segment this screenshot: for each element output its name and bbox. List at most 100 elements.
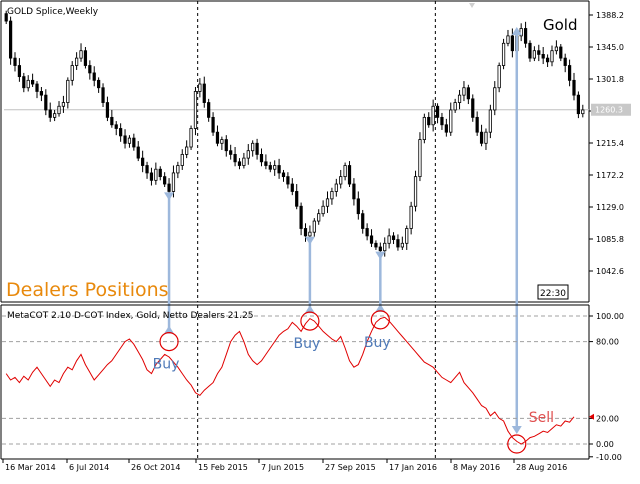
- candle: [387, 228, 391, 249]
- candle-body: [277, 165, 281, 174]
- candle: [286, 172, 290, 189]
- candle-body: [493, 87, 497, 111]
- candle-body: [484, 131, 488, 144]
- candle-body: [290, 183, 294, 192]
- candle: [396, 234, 400, 251]
- candle-body: [97, 79, 101, 89]
- candle-body: [545, 57, 550, 63]
- candle: [545, 54, 550, 67]
- candle-body: [251, 142, 255, 152]
- candle: [405, 225, 409, 250]
- candle-body: [462, 87, 466, 96]
- candle: [290, 178, 294, 196]
- candle: [409, 201, 413, 235]
- candle: [97, 77, 101, 93]
- candle: [299, 202, 303, 236]
- candle: [57, 101, 61, 117]
- candle-body: [13, 57, 17, 66]
- candle-body: [246, 150, 250, 159]
- candle-body: [39, 91, 44, 96]
- candle-body: [501, 42, 506, 66]
- signal-arrow-buy: [304, 236, 315, 314]
- candle: [132, 133, 136, 151]
- arrow-head-up-icon: [511, 27, 522, 35]
- candle-body: [457, 94, 462, 103]
- candle-body: [233, 154, 237, 163]
- candle: [66, 77, 70, 109]
- current-price-label: 1260.3: [595, 106, 623, 115]
- candle: [457, 89, 462, 110]
- candle-body: [440, 116, 444, 126]
- candle-body: [488, 109, 492, 133]
- candle: [145, 161, 149, 179]
- candle: [246, 144, 250, 165]
- candle-body: [224, 139, 228, 152]
- dcot-index-line: [5, 316, 575, 445]
- candle-body: [400, 242, 404, 248]
- candle-body: [369, 235, 374, 244]
- candle: [325, 191, 330, 213]
- indicator-tick-label: 80.00: [596, 338, 619, 347]
- candles: [4, 10, 585, 258]
- candle-body: [330, 191, 334, 200]
- candle: [334, 178, 338, 197]
- candle-body: [567, 65, 572, 81]
- candle: [92, 66, 96, 87]
- candle: [17, 58, 22, 82]
- candle: [119, 123, 123, 142]
- candle-body: [17, 65, 22, 78]
- candle: [537, 44, 541, 62]
- candle: [53, 109, 57, 122]
- candle: [369, 229, 374, 247]
- candle: [339, 169, 343, 189]
- candle: [83, 47, 88, 69]
- candle-body: [361, 213, 365, 229]
- candle: [22, 72, 26, 93]
- candle-body: [242, 157, 246, 166]
- indicator-label: MetaCOT 2.10 D-COT Index, Gold, Netto De…: [7, 311, 254, 321]
- candle: [277, 158, 281, 179]
- candle: [422, 113, 426, 144]
- candle-body: [176, 165, 180, 174]
- candle: [576, 91, 581, 119]
- candle-body: [409, 205, 413, 229]
- candle-body: [418, 139, 422, 178]
- candle-body: [119, 128, 123, 137]
- candle: [400, 236, 404, 250]
- candle-body: [523, 28, 528, 44]
- indicator-y-axis: 100.00 80.00 20.00 0.00 -10.00: [589, 312, 624, 462]
- arrow-head-up-icon: [164, 192, 175, 201]
- candle: [101, 83, 105, 107]
- candle-body: [123, 135, 127, 144]
- candle: [312, 218, 316, 237]
- indicator-period-separators: [197, 305, 436, 459]
- candle: [567, 59, 572, 87]
- candle-body: [185, 146, 189, 155]
- candle: [528, 40, 532, 62]
- candle-body: [303, 228, 308, 237]
- shift-marker-icon: [469, 3, 475, 8]
- candle-body: [572, 79, 576, 96]
- candle: [581, 104, 585, 118]
- arrow-head-down-icon: [375, 303, 386, 312]
- candle-body: [149, 172, 154, 181]
- candle: [497, 62, 501, 93]
- candle-body: [264, 161, 268, 166]
- candle: [149, 167, 154, 186]
- candle-body: [321, 205, 325, 215]
- candle-body: [471, 98, 475, 118]
- candle: [163, 172, 167, 187]
- candle: [224, 135, 228, 157]
- candle-body: [70, 65, 74, 81]
- current-price-badge-bg: [591, 103, 631, 116]
- time-tick-label: 7 Jun 2015: [261, 463, 304, 472]
- candle-body: [26, 79, 30, 89]
- candle-body: [215, 131, 220, 144]
- candle: [198, 78, 202, 98]
- indicator-tick-label: 100.00: [596, 312, 624, 321]
- candle: [75, 52, 79, 70]
- current-value-marker-icon: [589, 413, 594, 420]
- candle: [532, 46, 536, 62]
- candle: [4, 10, 8, 25]
